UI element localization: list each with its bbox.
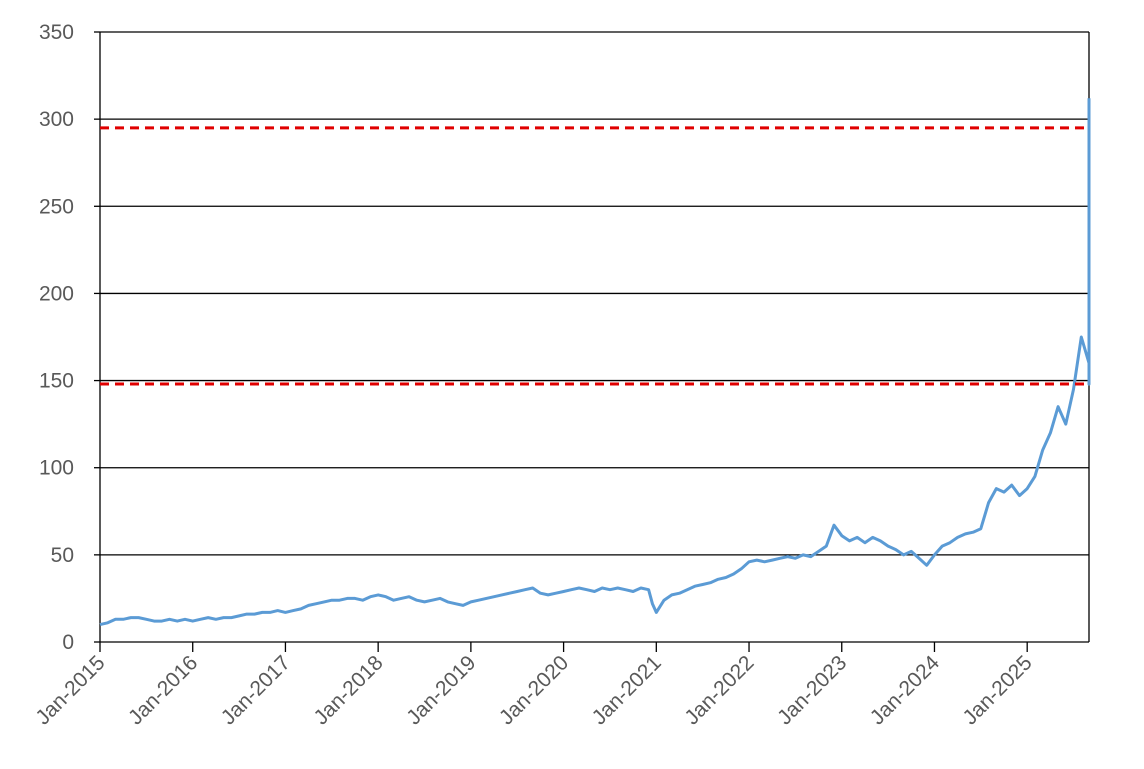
x-tick-label: Jan-2016	[124, 651, 202, 729]
y-tick-label: 0	[62, 631, 74, 654]
x-tick-label: Jan-2017	[217, 651, 295, 729]
x-tick-label: Jan-2018	[310, 651, 388, 729]
axes	[94, 31, 1090, 652]
y-tick-label: 350	[39, 21, 74, 44]
y-tick-label: 250	[39, 195, 74, 218]
y-tick-label: 50	[51, 544, 74, 567]
x-tick-label: Jan-2024	[866, 651, 944, 729]
x-tick-label: Jan-2022	[680, 651, 758, 729]
y-tick-label: 300	[39, 108, 74, 131]
y-axis-ticks: 0 50 100 150 200 250 300 350	[39, 21, 74, 654]
x-tick-label: Jan-2015	[31, 651, 109, 729]
x-tick-label: Jan-2020	[495, 651, 573, 729]
x-axis-ticks: Jan-2015 Jan-2016 Jan-2017 Jan-2018 Jan-2019…	[31, 651, 1036, 729]
x-tick-label: Jan-2023	[773, 651, 851, 729]
y-tick-label: 200	[39, 282, 74, 305]
x-tick-label: Jan-2021	[588, 651, 666, 729]
price-series-line	[99, 98, 1091, 627]
gridlines	[100, 31, 1089, 556]
x-tick-label: Jan-2019	[402, 651, 480, 729]
x-tick-label: Jan-2025	[959, 651, 1037, 729]
y-tick-label: 100	[39, 457, 74, 480]
reference-lines	[100, 126, 1089, 386]
y-tick-label: 150	[39, 370, 74, 393]
series-layer	[99, 98, 1091, 627]
